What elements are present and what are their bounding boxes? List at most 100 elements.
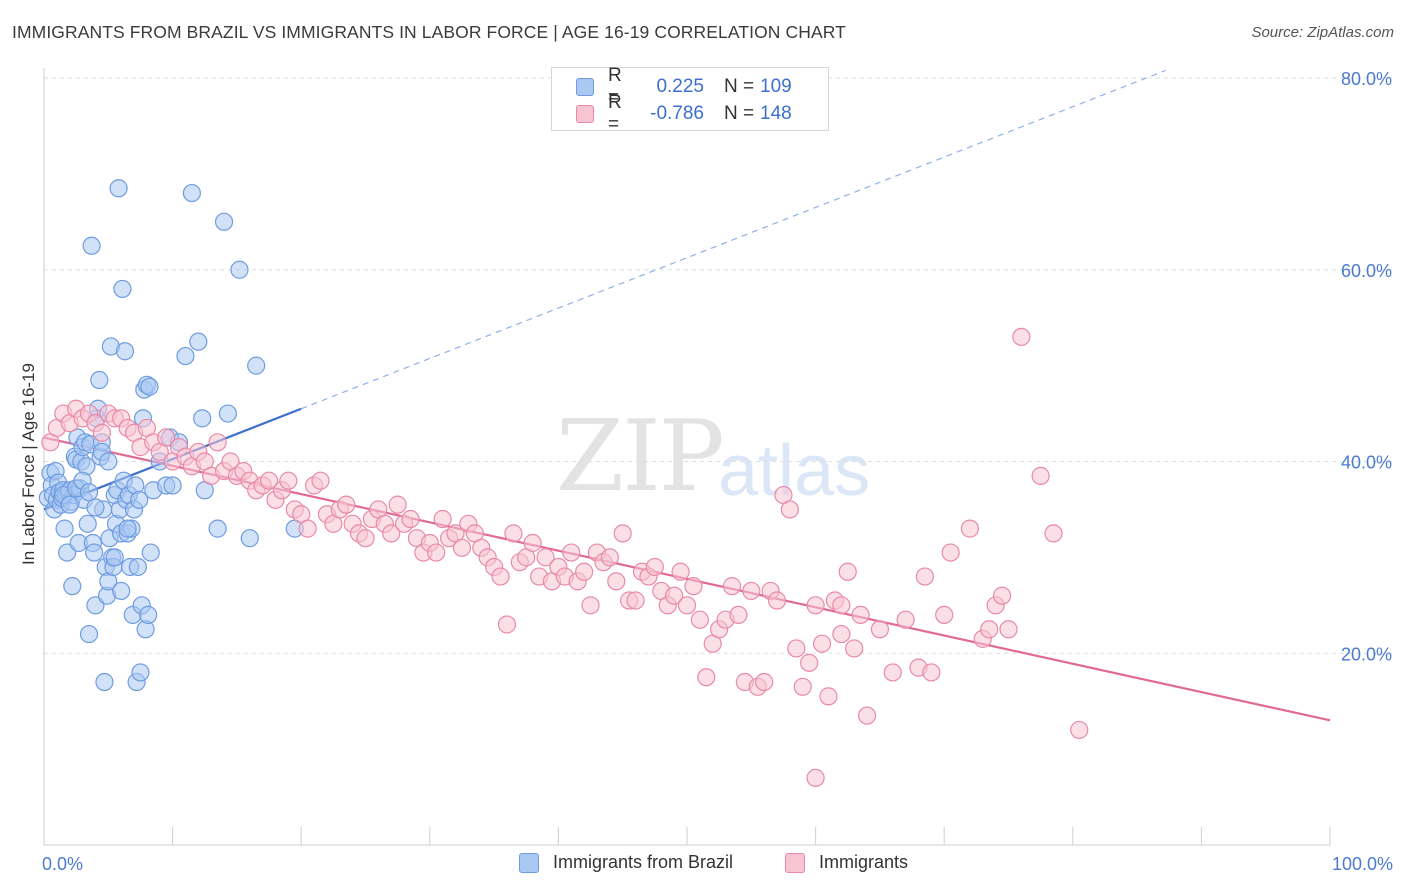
point-brazil	[79, 624, 99, 644]
point-immigrants	[259, 471, 279, 490]
point-brazil	[240, 529, 259, 548]
point-immigrants	[793, 677, 812, 696]
point-immigrants	[433, 509, 452, 529]
point-brazil	[193, 409, 212, 428]
point-immigrants	[832, 624, 851, 644]
point-immigrants	[1070, 720, 1089, 740]
point-immigrants	[208, 433, 227, 452]
point-immigrants	[870, 620, 890, 639]
legend-r-label: R =	[608, 65, 622, 108]
point-immigrants	[626, 591, 645, 610]
point-brazil	[109, 179, 128, 198]
point-immigrants	[1031, 466, 1050, 485]
point-immigrants	[575, 562, 594, 581]
point-immigrants	[922, 663, 941, 682]
point-immigrants	[613, 524, 632, 543]
point-immigrants	[742, 581, 761, 601]
point-immigrants	[581, 596, 600, 615]
bottom-legend-label-brazil: Immigrants from Brazil	[553, 852, 734, 872]
point-brazil	[118, 519, 137, 538]
point-immigrants	[427, 543, 446, 562]
point-immigrants	[1012, 327, 1031, 346]
point-immigrants	[883, 663, 902, 682]
bottom-legend-immigrants[interactable]: Immigrants	[785, 852, 908, 873]
point-brazil	[113, 279, 132, 299]
legend-swatch-brazil	[576, 78, 594, 96]
point-brazil	[208, 519, 227, 538]
point-immigrants	[279, 471, 298, 490]
point-immigrants	[356, 529, 375, 548]
point-immigrants	[497, 615, 517, 634]
point-immigrants	[755, 672, 774, 692]
y-tick-label: 20.0%	[1341, 644, 1392, 664]
point-immigrants	[806, 596, 825, 615]
point-brazil	[128, 557, 147, 577]
point-brazil	[182, 183, 201, 203]
point-brazil	[115, 342, 135, 361]
point-immigrants	[935, 605, 954, 625]
x-tick-label: 0.0%	[42, 854, 83, 874]
point-brazil	[130, 490, 149, 509]
point-immigrants	[684, 577, 703, 596]
point-immigrants	[915, 567, 935, 586]
point-immigrants	[999, 620, 1018, 639]
point-brazil	[78, 514, 97, 533]
legend-row-brazil: R = 0.225 N = 109	[576, 65, 792, 108]
legend-r-label: R =	[608, 92, 622, 135]
point-brazil	[131, 663, 150, 682]
data-points	[38, 179, 1089, 787]
point-brazil	[82, 236, 101, 255]
point-immigrants	[645, 557, 664, 577]
point-immigrants	[845, 639, 864, 658]
legend-r-value: 0.225	[656, 76, 704, 97]
point-immigrants	[896, 610, 915, 629]
point-brazil	[105, 548, 124, 567]
axes	[43, 68, 1331, 846]
point-brazil	[90, 370, 109, 390]
point-immigrants	[697, 668, 716, 687]
y-tick-label: 60.0%	[1341, 261, 1392, 281]
trendline-brazil-extension	[300, 69, 1166, 410]
bottom-legend-swatch-brazil	[519, 852, 539, 873]
bottom-legend: Immigrants from Brazil Immigrants	[0, 852, 1406, 878]
point-immigrants	[665, 586, 684, 605]
point-immigrants	[729, 605, 748, 625]
point-immigrants	[452, 538, 472, 557]
point-brazil	[163, 476, 182, 495]
bottom-legend-label-immigrants: Immigrants	[819, 852, 909, 872]
point-immigrants	[491, 567, 510, 586]
point-brazil	[218, 404, 237, 423]
y-tick-label: 80.0%	[1341, 69, 1392, 89]
point-brazil	[79, 483, 99, 502]
point-immigrants	[941, 543, 960, 562]
point-immigrants	[157, 428, 176, 447]
legend-row-immigrants: R = -0.786 N = 148	[576, 92, 792, 135]
point-brazil	[189, 332, 208, 351]
bottom-legend-brazil[interactable]: Immigrants from Brazil	[519, 852, 733, 873]
watermark-zip: ZIP	[556, 400, 725, 514]
x-tick-label: 100.0%	[1332, 854, 1393, 874]
point-immigrants	[298, 519, 317, 538]
tick-labels: 20.0% 40.0% 60.0% 80.0% 0.0% 100.0%	[42, 69, 1393, 874]
point-immigrants	[607, 572, 626, 591]
point-immigrants	[992, 586, 1012, 605]
point-immigrants	[812, 634, 832, 653]
legend-r-value: -0.786	[650, 103, 704, 124]
point-brazil	[139, 605, 158, 625]
point-brazil	[55, 519, 74, 538]
point-immigrants	[960, 519, 980, 538]
point-immigrants	[851, 605, 870, 625]
point-brazil	[60, 495, 79, 514]
trend-lines	[43, 69, 1331, 722]
point-immigrants	[536, 548, 555, 567]
point-immigrants	[780, 500, 799, 519]
point-brazil	[141, 543, 160, 562]
point-brazil	[63, 577, 82, 596]
watermark-atlas: atlas	[718, 431, 871, 511]
point-brazil	[112, 581, 131, 601]
point-immigrants	[311, 471, 330, 490]
point-immigrants	[800, 653, 819, 672]
chart-source: Source: ZipAtlas.com	[1251, 24, 1394, 41]
point-immigrants	[504, 524, 523, 543]
point-brazil	[247, 356, 266, 375]
